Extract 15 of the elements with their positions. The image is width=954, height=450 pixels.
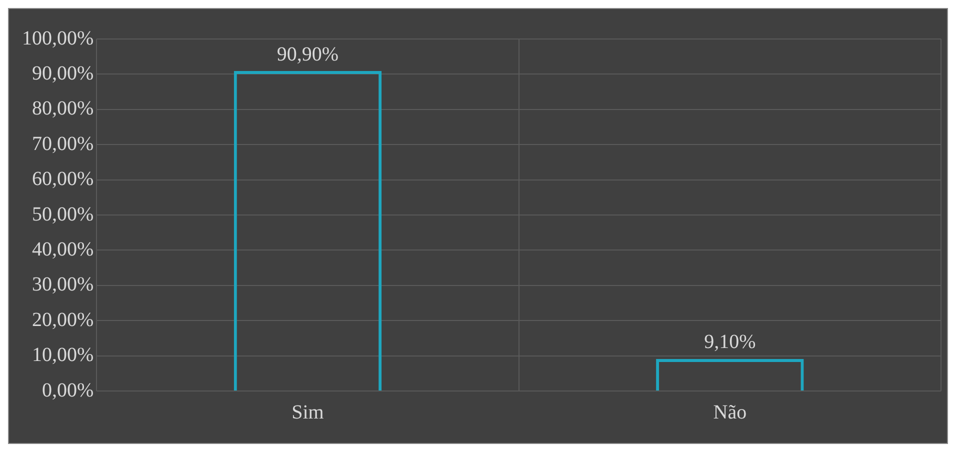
data-label: 9,10%	[704, 331, 756, 354]
x-tick-label: Sim	[292, 401, 324, 424]
y-tick-label: 50,00%	[32, 203, 94, 226]
y-tick-label: 90,00%	[32, 62, 94, 84]
y-tick-label: 80,00%	[32, 98, 94, 120]
y-tick-label: 40,00%	[32, 238, 94, 260]
y-tick-label: 60,00%	[32, 168, 94, 190]
x-tick-label: Não	[713, 401, 747, 424]
y-tick-label: 30,00%	[32, 274, 94, 296]
data-label: 90,90%	[276, 43, 339, 66]
y-tick-label: 0,00%	[42, 379, 94, 402]
y-tick-label: 70,00%	[32, 132, 94, 155]
y-tick-label: 100,00%	[22, 27, 94, 50]
y-tick-label: 20,00%	[32, 308, 94, 331]
y-tick-label: 10,00%	[32, 344, 94, 366]
